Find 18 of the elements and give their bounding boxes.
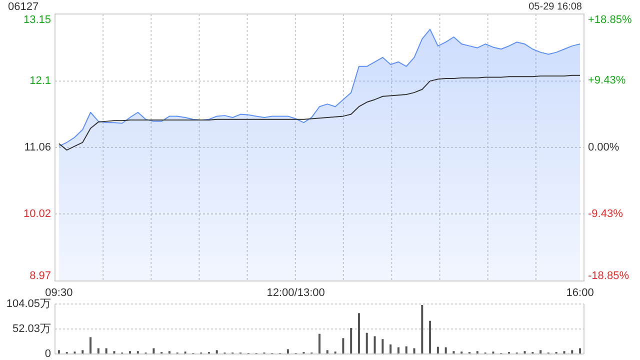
y2-tick-label: +18.85% [588, 14, 632, 26]
y-tick-label: 104.05万 [6, 298, 51, 310]
y-tick-label: 0 [44, 348, 51, 360]
text: 05-29 16:08 [528, 2, 582, 13]
y-tick-label: 52.03万 [12, 322, 51, 335]
y-tick-label: 8.97 [30, 270, 51, 282]
y2-tick-label: -9.43% [588, 208, 624, 220]
y-tick-label: 11.06 [24, 141, 51, 154]
x-tick-label: 09:30 [45, 286, 73, 299]
y-tick-label: 12.1 [30, 74, 51, 87]
y2-tick-label: 0.00% [588, 141, 620, 154]
chart-title: 06127 [8, 0, 39, 13]
y2-tick-label: +9.43% [588, 74, 626, 87]
x-tick-label: 12:00/13:00 [266, 286, 325, 299]
y-tick-label: 13.15 [23, 14, 51, 26]
x-tick-label: 16:00 [566, 286, 594, 299]
y-tick-label: 10.02 [23, 208, 51, 220]
y2-tick-label: -18.85% [588, 270, 630, 282]
